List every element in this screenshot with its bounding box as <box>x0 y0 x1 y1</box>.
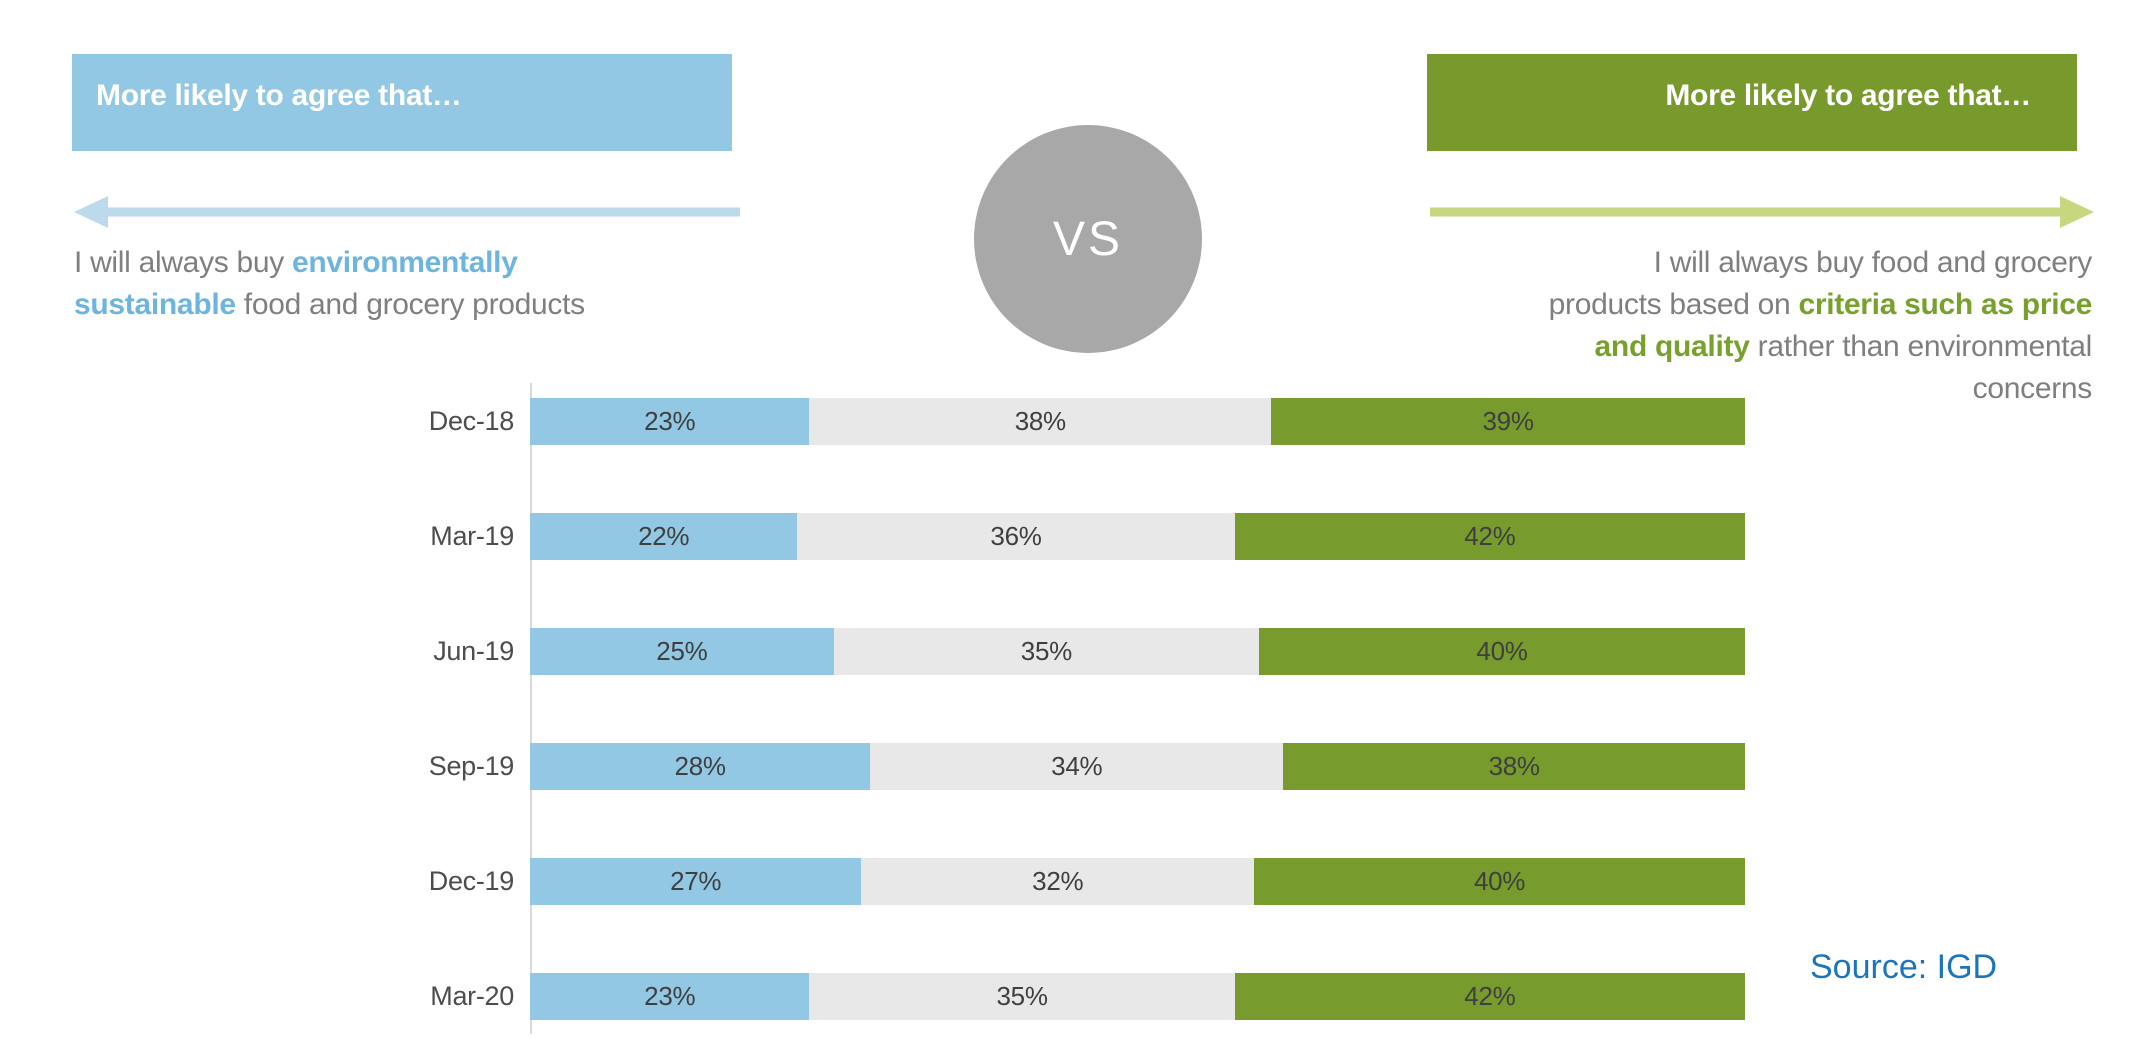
right-statement-line2: products based on criteria such as price <box>1548 284 2093 326</box>
right-statement: I will always buy food and grocery produ… <box>1548 242 2093 410</box>
right-statement-line4: concerns <box>1549 368 2093 410</box>
right-arrow-icon <box>1430 196 2094 228</box>
segment-value-label: 23% <box>644 406 696 436</box>
stacked-bar: 23% 35% 42% <box>530 973 1745 1020</box>
segment-grey-neutral-middle: 35% <box>833 628 1259 675</box>
segment-blue-environmentally-sustainable: 27% <box>530 858 862 905</box>
category-label: Dec-19 <box>428 866 515 896</box>
segment-value-label: 40% <box>1473 866 1526 896</box>
left-header-box: More likely to agree that… <box>72 54 732 151</box>
chart-row-jun-19: Jun-19 25% 35% 40% <box>380 628 1745 675</box>
stacked-bar: 25% 35% 40% <box>530 628 1745 675</box>
stacked-bar: 23% 38% 39% <box>530 398 1745 445</box>
segment-green-price-and-quality: 42% <box>1234 973 1745 1020</box>
category-label: Jun-19 <box>433 636 514 666</box>
category-label: Mar-19 <box>430 521 514 551</box>
vs-badge: VS <box>974 125 1202 353</box>
vs-label: VS <box>1052 212 1124 266</box>
category-label: Sep-19 <box>428 751 515 781</box>
stacked-bar-chart: Dec-18 23% 38% 39% Mar-19 22% 36% 42% Jun-19 25% 3… <box>380 383 1745 1034</box>
chart-axis-line <box>530 383 532 1034</box>
category-label: Mar-20 <box>430 981 514 1011</box>
segment-grey-neutral-middle: 38% <box>809 398 1272 445</box>
segment-value-label: 22% <box>638 521 690 551</box>
stacked-bar: 22% 36% 42% <box>530 513 1745 560</box>
left-statement-text: food and grocery products <box>235 288 585 321</box>
left-header-label: More likely to agree that… <box>96 78 462 112</box>
left-statement-line1: I will always buy environmentally <box>74 242 585 284</box>
segment-blue-environmentally-sustainable: 22% <box>530 513 798 560</box>
stacked-bar: 27% 32% 40% <box>530 858 1745 905</box>
segment-value-label: 34% <box>1051 751 1103 781</box>
chart-row-dec-18: Dec-18 23% 38% 39% <box>380 398 1745 445</box>
left-statement-highlight: sustainable <box>74 288 236 321</box>
segment-value-label: 23% <box>644 981 696 1011</box>
segment-grey-neutral-middle: 35% <box>809 973 1235 1020</box>
right-statement-highlight: and quality <box>1594 330 1750 363</box>
source-credit: Source: IGD <box>1810 948 1998 986</box>
segment-value-label: 38% <box>1014 406 1066 436</box>
segment-green-price-and-quality: 42% <box>1234 513 1745 560</box>
left-statement-line2: sustainable food and grocery products <box>74 284 585 326</box>
right-header-label: More likely to agree that… <box>1665 78 2031 112</box>
segment-value-label: 42% <box>1464 521 1516 551</box>
right-statement-line1: I will always buy food and grocery <box>1549 242 2093 284</box>
right-statement-line3: and quality rather than environmental <box>1549 326 2093 368</box>
segment-value-label: 27% <box>670 866 722 896</box>
segment-green-price-and-quality: 40% <box>1254 858 1745 905</box>
segment-green-price-and-quality: 39% <box>1271 398 1745 445</box>
segment-blue-environmentally-sustainable: 23% <box>530 398 810 445</box>
segment-value-label: 36% <box>990 521 1042 551</box>
segment-grey-neutral-middle: 32% <box>861 858 1255 905</box>
segment-value-label: 40% <box>1476 636 1528 666</box>
segment-green-price-and-quality: 38% <box>1283 743 1745 790</box>
stacked-bar: 28% 34% 38% <box>530 743 1745 790</box>
segment-value-label: 38% <box>1488 751 1540 781</box>
segment-value-label: 35% <box>996 981 1048 1011</box>
segment-grey-neutral-middle: 34% <box>870 743 1284 790</box>
segment-green-price-and-quality: 40% <box>1259 628 1745 675</box>
left-arrow-icon <box>74 196 740 228</box>
category-label: Dec-18 <box>428 406 515 436</box>
left-statement-text: I will always buy <box>74 246 293 279</box>
segment-grey-neutral-middle: 36% <box>797 513 1235 560</box>
right-statement-text: concerns <box>1972 372 2093 405</box>
segment-blue-environmentally-sustainable: 25% <box>530 628 834 675</box>
chart-row-mar-19: Mar-19 22% 36% 42% <box>380 513 1745 560</box>
segment-value-label: 39% <box>1482 406 1534 436</box>
right-header-box: More likely to agree that… <box>1427 54 2077 151</box>
chart-row-mar-20: Mar-20 23% 35% 42% <box>380 973 1745 1020</box>
right-statement-text: I will always buy food and grocery <box>1653 246 2093 279</box>
right-statement-text: rather than environmental <box>1749 330 2093 363</box>
right-statement-text: products based on <box>1548 288 1799 321</box>
segment-value-label: 35% <box>1020 636 1072 666</box>
segment-value-label: 25% <box>656 636 708 666</box>
left-statement-highlight: environmentally <box>292 246 518 279</box>
segment-blue-environmentally-sustainable: 23% <box>530 973 810 1020</box>
segment-blue-environmentally-sustainable: 28% <box>530 743 871 790</box>
left-statement: I will always buy environmentally sustai… <box>74 242 585 326</box>
chart-row-sep-19: Sep-19 28% 34% 38% <box>380 743 1745 790</box>
segment-value-label: 42% <box>1464 981 1516 1011</box>
segment-value-label: 32% <box>1032 866 1084 896</box>
segment-value-label: 28% <box>674 751 726 781</box>
right-statement-highlight: criteria such as price <box>1798 288 2092 321</box>
chart-row-dec-19: Dec-19 27% 32% 40% <box>380 858 1745 905</box>
